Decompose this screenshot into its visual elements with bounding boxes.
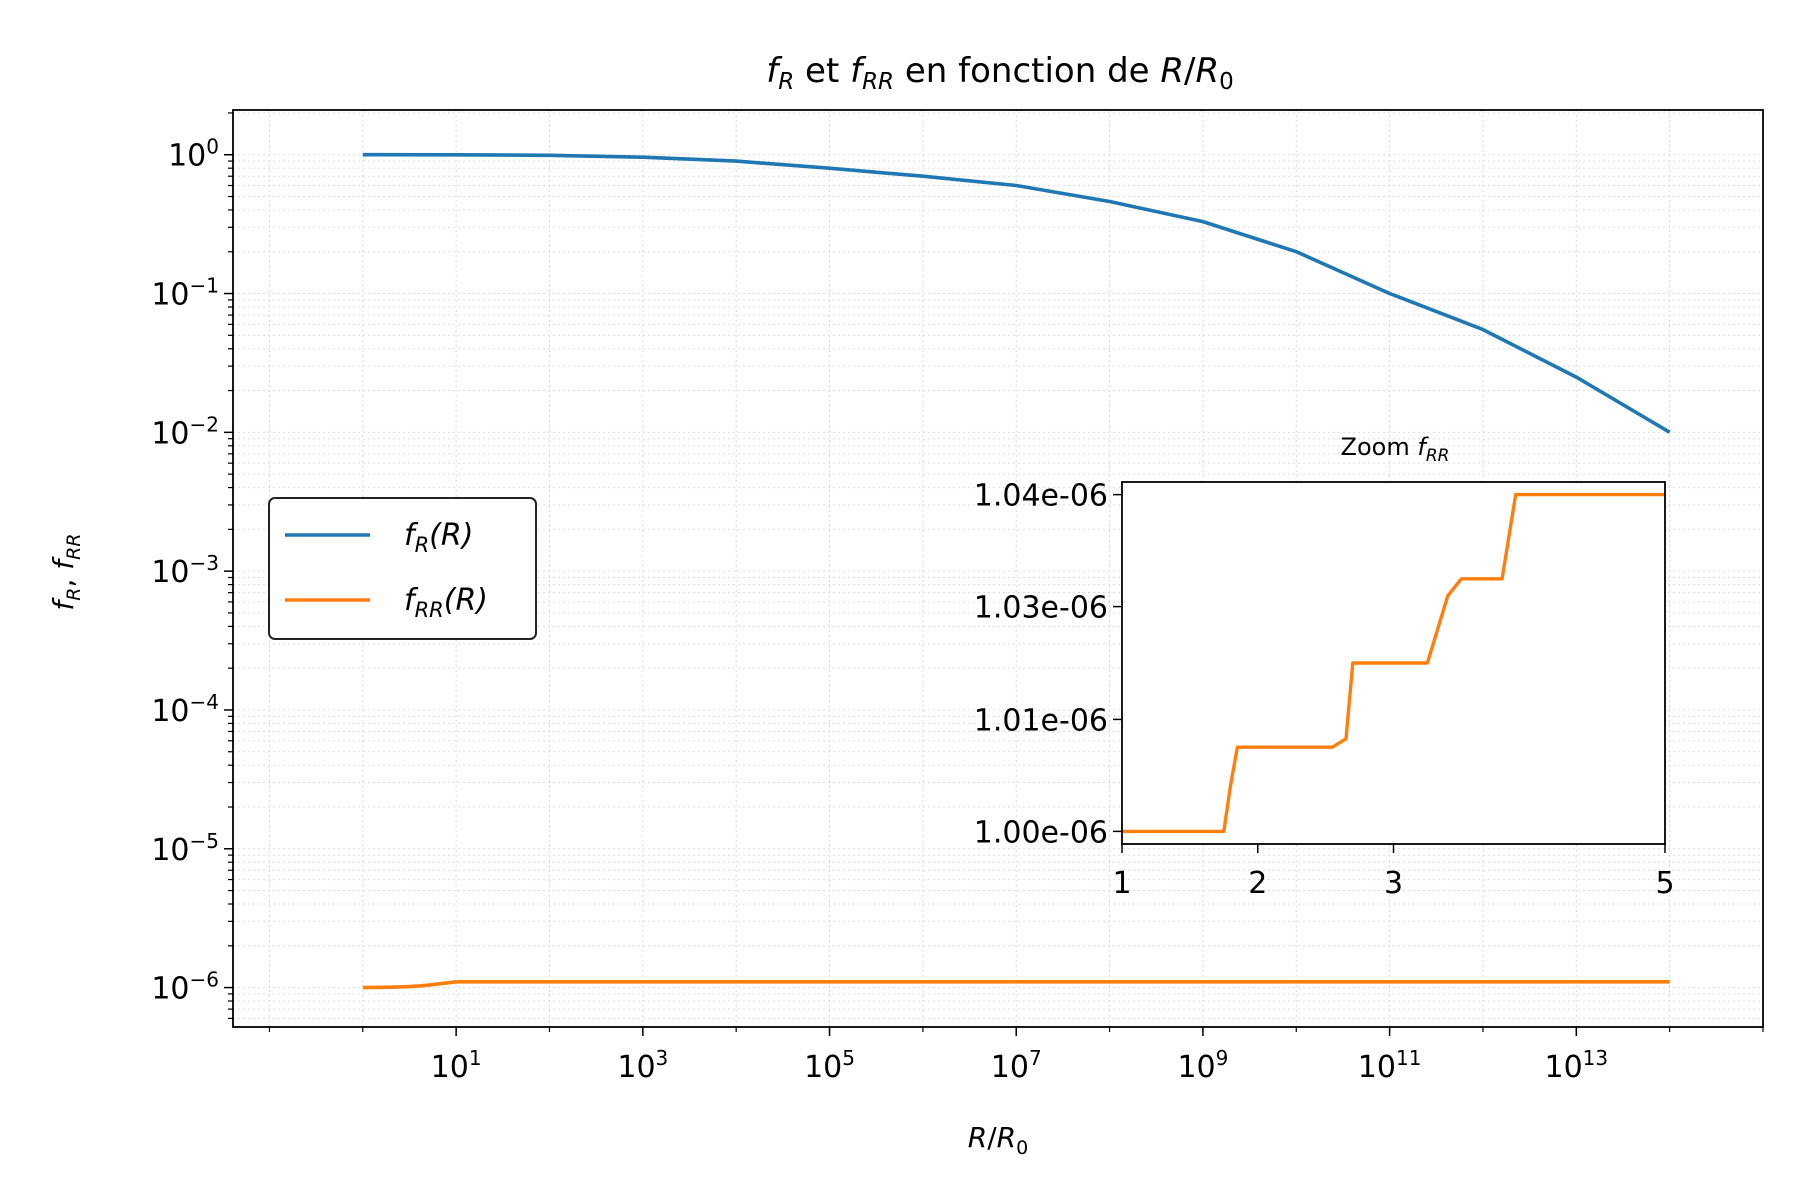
inset-y-tick-label: 1.03e-06: [974, 591, 1108, 626]
inset-axes: 1 2 3 5 1.00e-06 1.01e-06 1.03e-06 1.04e-06: [974, 479, 1675, 901]
x-tick-label: 1013: [1544, 1046, 1608, 1085]
x-tick-label: 103: [617, 1046, 668, 1085]
y-tick-label: 100: [168, 135, 219, 174]
inset-x-tick-label: 5: [1655, 866, 1674, 901]
inset-plot: 1 2 3 5 1.00e-06 1.01e-06 1.03e-06 1.04e-06 Zoo…: [974, 433, 1675, 901]
inset-y-tick-label: 1.00e-06: [974, 815, 1108, 850]
y-tick-label: 10−5: [151, 829, 219, 868]
y-tick-label: 10−2: [151, 412, 219, 451]
legend: fR(R) fRR(R): [268, 497, 537, 640]
y-tick-label: 10−1: [151, 274, 219, 313]
series-line-frr: [362, 979, 1670, 990]
inset-title: Zoom fRR: [1341, 433, 1450, 466]
x-axis-label: R/R0: [968, 1121, 1028, 1159]
x-tick-label: 101: [431, 1046, 482, 1085]
legend-label-fr: fR(R): [404, 518, 473, 557]
inset-y-tick-label: 1.01e-06: [974, 703, 1108, 738]
y-axis-label: fR, fRR: [47, 533, 85, 610]
x-tick-label: 1011: [1358, 1046, 1422, 1085]
chart-title: fR et fRR en fonction de R/R0: [766, 51, 1234, 95]
inset-series-layer: [1122, 492, 1665, 834]
inset-x-tick-label: 3: [1384, 866, 1403, 901]
legend-frame: [268, 497, 537, 640]
main-axes: 101 103 105 107 109 1011 1013 100 10−1 10−2 10−3 10…: [151, 112, 1764, 1085]
y-tick-label: 10−3: [151, 551, 219, 590]
x-tick-label: 105: [804, 1046, 855, 1085]
inset-x-tick-label: 2: [1248, 866, 1267, 901]
main-series-layer: [362, 152, 1671, 990]
inset-series-line-frr: [1122, 492, 1665, 834]
x-tick-label: 109: [1177, 1046, 1228, 1085]
inset-y-tick-label: 1.04e-06: [974, 479, 1108, 514]
series-line-fr: [362, 152, 1671, 434]
main-plot-frame: [232, 109, 1764, 1028]
x-tick-label: 107: [991, 1046, 1042, 1085]
y-tick-label: 10−4: [151, 690, 219, 729]
y-tick-label: 10−6: [151, 968, 219, 1007]
inset-x-tick-label: 1: [1112, 866, 1131, 901]
